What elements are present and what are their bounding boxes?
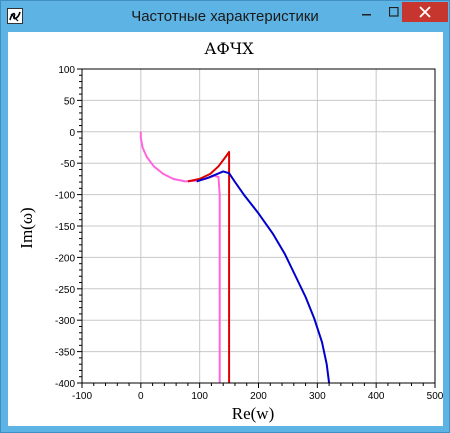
x-tick-label: 100 bbox=[191, 391, 208, 402]
y-tick-label: 0 bbox=[69, 128, 75, 139]
x-tick-label: -100 bbox=[72, 391, 92, 402]
y-tick-label: 100 bbox=[58, 65, 75, 76]
series-lines bbox=[139, 131, 331, 384]
y-tick-label: -200 bbox=[55, 253, 75, 264]
y-tick-label: -250 bbox=[55, 285, 75, 296]
minimize-icon bbox=[362, 14, 371, 16]
x-tick-label: 200 bbox=[250, 391, 267, 402]
x-axis-label: Re(w) bbox=[232, 404, 274, 423]
maximize-icon bbox=[389, 7, 399, 17]
chart-area: АФЧХ -100 0 100 200 300 400 500 100 50 0 -50 -100-… bbox=[8, 32, 443, 426]
y-axis-label: Im(ω) bbox=[17, 207, 36, 248]
y-tick-label: -300 bbox=[55, 316, 75, 327]
close-button[interactable] bbox=[402, 2, 448, 22]
x-axis-ticks: -100 0 100 200 300 400 500 bbox=[72, 383, 443, 402]
chart-title: АФЧХ bbox=[204, 39, 254, 58]
minimize-button[interactable] bbox=[354, 2, 380, 22]
y-tick-label: -400 bbox=[55, 379, 75, 390]
series-line-3 bbox=[196, 170, 331, 384]
y-tick-label: 50 bbox=[64, 96, 76, 107]
x-tick-label: 0 bbox=[138, 391, 144, 402]
maximize-button[interactable] bbox=[381, 2, 407, 22]
grid-lines bbox=[82, 69, 435, 383]
title-bar[interactable]: Частотные характеристики bbox=[1, 1, 449, 32]
x-tick-label: 400 bbox=[368, 391, 385, 402]
app-logo-icon[interactable] bbox=[7, 8, 23, 24]
y-tick-label: -100 bbox=[55, 191, 75, 202]
y-axis-ticks: 100 50 0 -50 -100 -150 -200 -250 -300 -350 -400 bbox=[55, 65, 82, 390]
afc-chart: АФЧХ -100 0 100 200 300 400 500 100500-50-100-… bbox=[17, 39, 443, 423]
close-icon bbox=[419, 6, 431, 18]
y-tick-label: -150 bbox=[55, 222, 75, 233]
y-tick-label: -350 bbox=[55, 348, 75, 359]
x-tick-label: 500 bbox=[427, 391, 443, 402]
series-line-2 bbox=[187, 150, 231, 383]
x-tick-label: 300 bbox=[309, 391, 326, 402]
window-title: Частотные характеристики bbox=[131, 8, 319, 25]
y-tick-label: -50 bbox=[61, 159, 76, 170]
